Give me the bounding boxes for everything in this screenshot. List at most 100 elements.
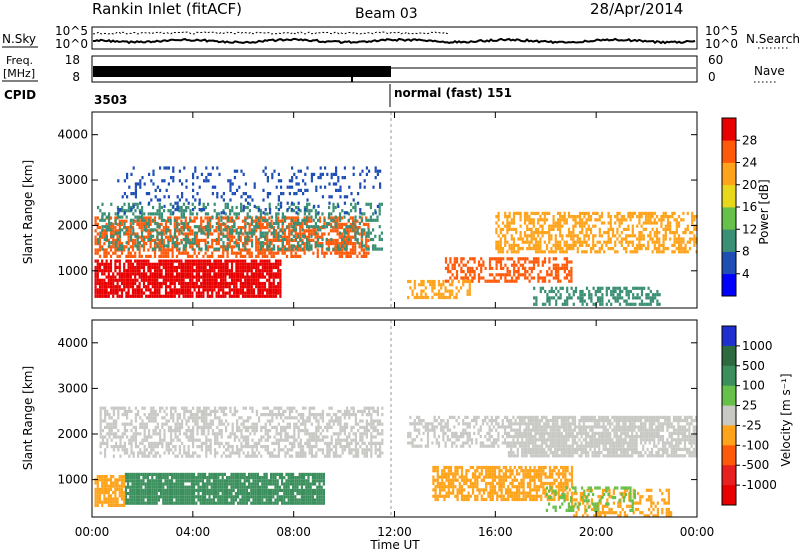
power-cell <box>512 243 516 247</box>
velocity-cell <box>280 416 283 420</box>
velocity-cell <box>205 409 208 413</box>
power-cell <box>162 262 165 266</box>
power-cell <box>299 254 302 258</box>
power-cell <box>677 240 681 244</box>
power-cell <box>191 291 194 295</box>
power-cell <box>585 231 588 235</box>
velocity-cell <box>104 448 107 452</box>
power-cell <box>160 218 163 222</box>
velocity-cell <box>310 432 313 436</box>
velocity-cell <box>203 416 206 420</box>
power-cell <box>138 272 141 276</box>
power-cell <box>303 245 306 249</box>
power-cell <box>502 273 505 277</box>
power-cell <box>530 234 533 238</box>
power-cell <box>138 226 141 230</box>
power-cell <box>180 229 183 233</box>
power-cell <box>237 272 240 276</box>
power-cell <box>537 263 540 267</box>
power-cell <box>304 208 307 212</box>
power-cell <box>616 286 619 290</box>
power-cell <box>291 166 294 170</box>
power-cell <box>349 238 352 242</box>
power-cell <box>277 172 280 176</box>
velocity-cell <box>255 448 258 452</box>
velocity-cell <box>106 409 109 413</box>
velocity-cell <box>328 454 331 458</box>
velocity-cell <box>170 435 173 439</box>
power-cell <box>336 247 339 251</box>
power-cell <box>235 272 238 276</box>
velocity-cell <box>304 419 307 423</box>
power-cell <box>246 215 249 219</box>
power-cell <box>156 275 159 279</box>
power-cell <box>208 285 212 289</box>
power-cell <box>499 276 503 280</box>
power-cell <box>261 216 264 220</box>
power-cell <box>310 209 313 213</box>
velocity-cell <box>262 445 265 449</box>
velocity-cell <box>326 422 329 426</box>
velocity-cell <box>187 438 190 442</box>
power-cell <box>251 198 254 202</box>
power-cell <box>365 245 368 249</box>
velocity-cell <box>172 445 175 449</box>
velocity-cell <box>337 435 340 439</box>
power-cell <box>673 234 676 238</box>
power-cell <box>341 176 344 180</box>
velocity-cell <box>214 448 217 452</box>
power-cell <box>114 241 117 245</box>
power-cell <box>184 232 187 236</box>
power-cell <box>246 251 249 255</box>
power-cell <box>570 273 573 277</box>
velocity-cell <box>339 416 342 420</box>
power-cell <box>308 209 311 213</box>
velocity-cell <box>313 435 316 439</box>
power-cell <box>299 209 302 213</box>
power-cell <box>363 179 366 183</box>
power-cell <box>248 231 251 235</box>
velocity-cell <box>218 441 221 445</box>
power-cell <box>539 243 542 247</box>
power-cell <box>519 273 522 277</box>
power-cell <box>541 276 544 280</box>
power-cell <box>321 242 324 246</box>
power-cell <box>279 219 282 223</box>
power-cell <box>268 262 271 266</box>
velocity-cell <box>306 416 309 420</box>
power-cell <box>610 293 613 297</box>
velocity-cell <box>187 429 190 433</box>
power-cell <box>252 288 256 292</box>
velocity-cell <box>332 454 335 458</box>
power-cell <box>290 218 293 222</box>
velocity-cell <box>238 429 241 433</box>
power-cell <box>131 245 135 249</box>
power-cell <box>182 212 185 216</box>
velocity-cell <box>150 441 153 445</box>
power-cell <box>534 250 538 254</box>
power-cell <box>622 227 626 231</box>
velocity-cell <box>240 432 243 436</box>
power-cell <box>163 244 166 248</box>
power-cell <box>152 228 155 232</box>
power-cell <box>138 285 141 289</box>
power-cell <box>213 209 216 213</box>
power-cell <box>299 229 302 233</box>
power-cell <box>523 221 527 225</box>
power-cell <box>471 257 474 261</box>
power-cell <box>215 262 218 266</box>
power-cell <box>160 237 163 242</box>
power-colorbar-swatch <box>722 229 736 252</box>
power-cell <box>160 285 163 289</box>
velocity-cell <box>315 425 318 429</box>
velocity-cell <box>141 419 144 423</box>
power-cell <box>186 259 190 263</box>
power-cell <box>555 286 558 290</box>
power-cell <box>305 229 308 233</box>
power-cell <box>248 209 251 213</box>
power-cell <box>523 215 527 219</box>
power-cell <box>288 248 291 252</box>
power-cell <box>651 211 654 215</box>
power-cell <box>195 265 198 270</box>
velocity-cell <box>203 425 206 429</box>
